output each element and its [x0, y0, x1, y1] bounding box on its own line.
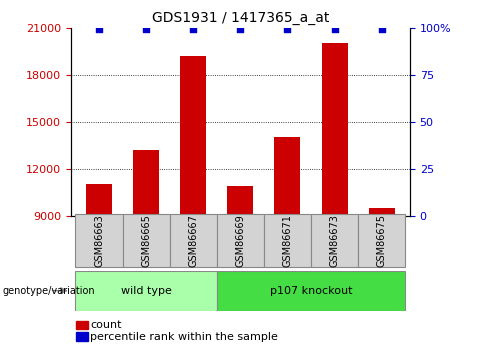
Bar: [358, 214, 405, 267]
Point: [142, 26, 150, 31]
Text: genotype/variation: genotype/variation: [2, 286, 95, 296]
Point: [284, 26, 291, 31]
Bar: [76, 332, 88, 341]
Text: GSM86675: GSM86675: [377, 214, 386, 267]
Bar: [122, 214, 170, 267]
Bar: [217, 271, 405, 310]
Text: percentile rank within the sample: percentile rank within the sample: [90, 332, 278, 342]
Text: GSM86669: GSM86669: [235, 214, 245, 267]
Point: [95, 26, 103, 31]
Text: GSM86667: GSM86667: [188, 214, 198, 267]
Bar: [76, 271, 217, 310]
Text: GSM86663: GSM86663: [94, 214, 104, 267]
Point: [189, 26, 197, 31]
Point: [236, 26, 244, 31]
Bar: [133, 150, 159, 216]
Bar: [217, 214, 264, 267]
Point: [331, 26, 339, 31]
Text: GSM86671: GSM86671: [283, 214, 292, 267]
Text: GSM86673: GSM86673: [329, 214, 340, 267]
Bar: [369, 208, 395, 216]
Point: [378, 26, 386, 31]
Bar: [86, 184, 112, 216]
Bar: [274, 137, 301, 216]
Bar: [264, 214, 311, 267]
Title: GDS1931 / 1417365_a_at: GDS1931 / 1417365_a_at: [152, 11, 329, 25]
Bar: [76, 214, 122, 267]
Text: count: count: [90, 321, 122, 330]
Bar: [180, 56, 206, 216]
Bar: [311, 214, 358, 267]
Bar: [227, 186, 253, 216]
Bar: [170, 214, 217, 267]
Text: p107 knockout: p107 knockout: [270, 286, 352, 296]
Bar: [322, 43, 347, 216]
Text: wild type: wild type: [121, 286, 172, 296]
Bar: [76, 321, 88, 329]
Text: GSM86665: GSM86665: [141, 214, 151, 267]
